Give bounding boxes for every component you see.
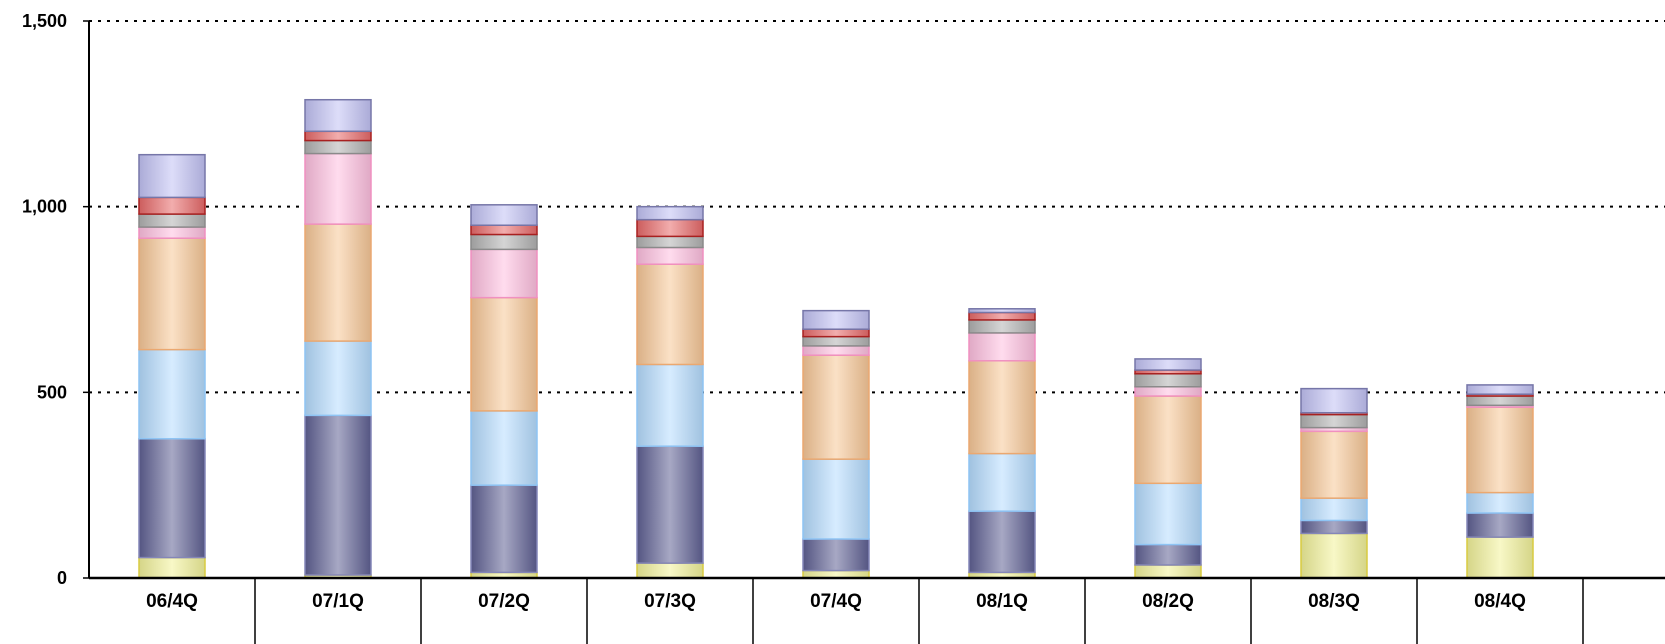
x-tick-label: 08/2Q bbox=[1142, 591, 1194, 612]
bar-segment bbox=[968, 510, 1036, 574]
bar-segment bbox=[802, 345, 870, 356]
bar-segment bbox=[636, 445, 704, 564]
bar-segment bbox=[1300, 519, 1368, 535]
bar-segment bbox=[1134, 386, 1202, 397]
bar-segment bbox=[802, 458, 870, 540]
bar-segment bbox=[1300, 413, 1368, 429]
x-tick-label: 07/3Q bbox=[644, 591, 696, 612]
bar-segment bbox=[1134, 395, 1202, 485]
bar-segment bbox=[138, 556, 206, 579]
x-tick-label: 07/4Q bbox=[810, 591, 862, 612]
bar-segment bbox=[138, 348, 206, 440]
bar-segment bbox=[470, 484, 538, 574]
bar-segment bbox=[304, 152, 372, 225]
bar-segment bbox=[304, 414, 372, 576]
bar-segment bbox=[138, 226, 206, 239]
y-tick-label: 0 bbox=[57, 568, 67, 588]
bar-segment bbox=[304, 139, 372, 155]
y-tick-label: 1,500 bbox=[22, 11, 67, 31]
bar-segment bbox=[1134, 373, 1202, 388]
bar-segment bbox=[304, 98, 372, 133]
bar-segment bbox=[802, 538, 870, 572]
bar-segment bbox=[1466, 491, 1534, 514]
bar-segment bbox=[968, 452, 1036, 512]
bar-segment bbox=[470, 248, 538, 299]
bar-segment bbox=[304, 130, 372, 142]
bar-segment bbox=[968, 332, 1036, 362]
bar-segment bbox=[304, 340, 372, 417]
bar-segment bbox=[636, 246, 704, 265]
bar-segment bbox=[138, 213, 206, 228]
bar-segment bbox=[1300, 430, 1368, 499]
bar-segment bbox=[1134, 543, 1202, 566]
bar-segment bbox=[1134, 358, 1202, 371]
x-tick-label: 08/4Q bbox=[1474, 591, 1526, 612]
bar-segment bbox=[1134, 564, 1202, 579]
bar-segment bbox=[1300, 532, 1368, 579]
y-tick-label: 500 bbox=[37, 382, 67, 402]
bars bbox=[138, 98, 1534, 579]
bar-segment bbox=[1466, 536, 1534, 579]
bar-segment bbox=[802, 354, 870, 460]
bar-segment bbox=[304, 223, 372, 342]
bar-segment bbox=[968, 319, 1036, 334]
bar-segment bbox=[1466, 384, 1534, 395]
bar-segment bbox=[470, 410, 538, 486]
bar-segment bbox=[470, 224, 538, 236]
bar-segment bbox=[1300, 497, 1368, 522]
bar-segment bbox=[470, 233, 538, 251]
x-tick-label: 06/4Q bbox=[146, 591, 198, 612]
bar-segment bbox=[636, 263, 704, 366]
bar-segment bbox=[470, 296, 538, 412]
bar-segment bbox=[1466, 406, 1534, 494]
y-axis-tick-labels: 0 500 1,000 1,500 bbox=[22, 11, 67, 588]
x-tick-label: 08/1Q bbox=[976, 591, 1028, 612]
bar-segment bbox=[968, 311, 1036, 321]
bar-segment bbox=[636, 205, 704, 221]
axes bbox=[83, 20, 1665, 644]
bar-segment bbox=[1300, 387, 1368, 414]
bar-segment bbox=[968, 360, 1036, 455]
bar-segment bbox=[138, 153, 206, 199]
bar-segment bbox=[138, 438, 206, 559]
bar-segment bbox=[636, 363, 704, 447]
bar-segment bbox=[802, 309, 870, 330]
x-axis-category-labels: 06/4Q 07/1Q 07/2Q 07/3Q 07/4Q 08/1Q 08/2Q 08/3Q… bbox=[146, 591, 1526, 612]
x-tick-label: 08/3Q bbox=[1308, 591, 1360, 612]
bar-segment bbox=[636, 218, 704, 238]
bar-segment bbox=[968, 308, 1036, 314]
x-tick-label: 07/1Q bbox=[312, 591, 364, 612]
bar-segment bbox=[802, 335, 870, 347]
bar-segment bbox=[1134, 482, 1202, 546]
bar-segment bbox=[636, 235, 704, 249]
bar-segment bbox=[1466, 512, 1534, 538]
bar-segment bbox=[138, 196, 206, 215]
bar-segment bbox=[470, 204, 538, 226]
x-tick-label: 07/2Q bbox=[478, 591, 530, 612]
bar-segment bbox=[636, 562, 704, 579]
y-tick-label: 1,000 bbox=[22, 197, 67, 217]
bar-segment bbox=[138, 237, 206, 351]
bar-segment bbox=[802, 328, 870, 338]
bar-segment bbox=[1466, 395, 1534, 407]
